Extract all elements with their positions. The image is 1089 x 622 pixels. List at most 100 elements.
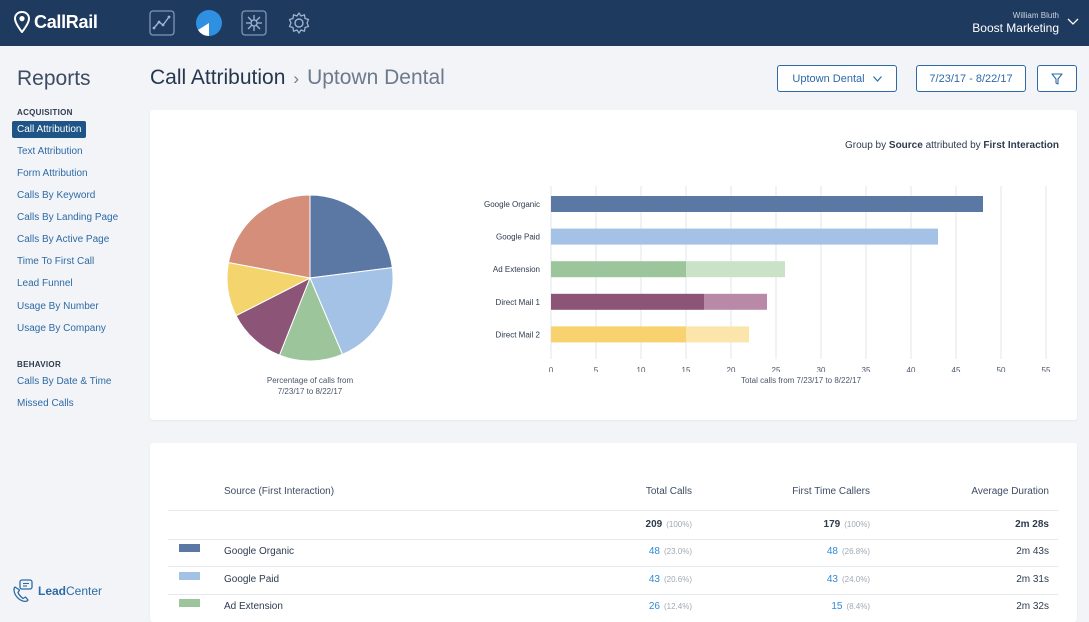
first-callers-link[interactable]: 43 [826,574,838,585]
leadcenter-label-center: Center [66,584,103,598]
total-first-callers-pct: (100%) [844,520,870,529]
company-select[interactable]: Uptown Dental [777,65,897,92]
line-chart-icon[interactable] [149,10,175,36]
total-first-callers-cell: 179 (100%) [824,519,870,530]
page-title-company: Uptown Dental [307,66,445,89]
attribution-chart-card: Group by Source attributed by First Inte… [150,110,1077,420]
total-calls-pct: (23.0%) [663,547,692,556]
sidebar-item-usage-by-number[interactable]: Usage By Number [17,301,99,312]
sidebar-section-behavior: BEHAVIOR [17,360,62,369]
x-tick-label: 25 [772,366,781,372]
bar-segment-1[interactable] [551,326,686,343]
column-header-first-time-callers[interactable]: First Time Callers [792,486,870,497]
gear-icon[interactable] [286,10,312,36]
pie-caption-line1: Percentage of calls from [266,376,354,385]
location-pin-icon [14,11,30,33]
group-by-mid: attributed by [925,140,981,151]
top-navigation-bar: CallRail William Bluth Boost Marketing [0,0,1089,46]
bar-segment-2[interactable] [686,261,785,278]
sidebar-item-calls-by-keyword[interactable]: Calls By Keyword [17,190,96,201]
group-by-field[interactable]: Source [888,140,923,151]
account-menu[interactable]: William Bluth Boost Marketing [972,11,1059,35]
total-calls-link[interactable]: 43 [648,574,660,585]
column-header-source[interactable]: Source (First Interaction) [224,486,335,497]
sidebar-item-missed-calls[interactable]: Missed Calls [17,398,74,409]
company-select-value: Uptown Dental [792,72,865,85]
first-callers-cell[interactable]: 15 (8.4%) [831,601,870,612]
sidebar-item-calls-by-date-time[interactable]: Calls By Date & Time [17,376,112,387]
bar-segment-2[interactable] [704,293,767,310]
source-name: Google Paid [224,574,280,585]
column-header-average-duration[interactable]: Average Duration [971,486,1049,497]
table-divider [168,510,1058,511]
total-calls-link[interactable]: 48 [648,546,660,557]
first-callers-pct: (24.0%) [841,575,870,584]
total-calls-pct: (20.6%) [663,575,692,584]
average-duration: 2m 43s [1016,546,1049,557]
date-range-value: 7/23/17 - 8/22/17 [929,72,1013,85]
leadcenter-label-lead: Lead [38,584,67,598]
breadcrumb-separator: › [293,69,300,88]
category-label: Direct Mail 2 [496,330,541,339]
pie-slice-3[interactable] [278,276,344,362]
average-duration: 2m 31s [1016,574,1049,585]
first-callers-link[interactable]: 15 [831,601,843,612]
reports-sidebar: Reports ACQUISITION Call Attribution Tex… [0,46,140,622]
network-icon[interactable] [241,10,267,36]
bar-chart: 0 5 10 15 20 25 30 35 40 45 50 55 Google Organic Goog… [484,186,1051,372]
sidebar-item-text-attribution[interactable]: Text Attribution [17,146,83,157]
x-tick-label: 45 [952,366,961,372]
source-name: Google Organic [224,546,295,557]
total-calls-pct: (100%) [666,520,692,529]
group-by-label: Group by Source attributed by First Inte… [845,140,1059,151]
total-calls-cell[interactable]: 26 (12.4%) [649,601,692,612]
first-callers-cell[interactable]: 43 (24.0%) [827,574,870,585]
x-tick-label: 55 [1042,366,1051,372]
bar-segment-2[interactable] [686,326,749,343]
filter-button[interactable] [1037,65,1077,92]
total-first-callers-value: 179 [823,519,841,530]
source-color-swatch [179,544,200,552]
pie-chart-icon[interactable] [195,9,223,37]
sidebar-title: Reports [17,67,91,90]
bar-segment-1[interactable] [551,196,983,212]
brand-name: CallRail [34,11,98,32]
total-calls-cell[interactable]: 48 (23.0%) [649,546,692,557]
sidebar-item-calls-by-landing-page[interactable]: Calls By Landing Page [17,212,119,223]
filter-icon [1051,72,1063,85]
bar-segment-1[interactable] [551,293,704,310]
date-range-picker[interactable]: 7/23/17 - 8/22/17 [916,65,1026,92]
leadcenter-link[interactable]: LeadCenter [12,579,102,603]
pie-slice-2[interactable] [309,267,394,356]
total-calls-cell[interactable]: 43 (20.6%) [649,574,692,585]
bar-segment-1[interactable] [551,261,686,278]
x-tick-label: 5 [594,366,599,372]
pie-slice-6[interactable] [227,194,311,279]
table-divider [168,594,1058,595]
x-tick-label: 40 [907,366,916,372]
bar-segment-1[interactable] [551,228,938,245]
sidebar-item-form-attribution[interactable]: Form Attribution [17,168,88,179]
table-divider [168,539,1058,540]
sidebar-item-calls-by-active-page[interactable]: Calls By Active Page [17,234,110,245]
chevron-down-icon[interactable] [1067,16,1079,26]
pie-slice-1[interactable] [309,194,393,279]
group-by-model[interactable]: First Interaction [983,140,1059,151]
sidebar-item-time-to-first-call[interactable]: Time To First Call [17,256,95,267]
source-name: Ad Extension [224,601,283,612]
column-header-total-calls[interactable]: Total Calls [645,486,692,497]
pie-caption-line2: 7/23/17 to 8/22/17 [277,387,343,396]
bar-chart-xlabel: Total calls from 7/23/17 to 8/22/17 [740,376,862,385]
sidebar-item-lead-funnel[interactable]: Lead Funnel [17,278,73,289]
total-average-duration: 2m 28s [1015,519,1049,530]
group-by-prefix: Group by [844,140,887,151]
sidebar-item-usage-by-company[interactable]: Usage By Company [17,323,106,334]
first-callers-link[interactable]: 48 [826,546,838,557]
first-callers-cell[interactable]: 48 (26.8%) [827,546,870,557]
total-calls-link[interactable]: 26 [648,601,660,612]
x-tick-label: 30 [817,366,826,372]
category-label: Google Organic [484,200,540,209]
sidebar-section-acquisition: ACQUISITION [17,108,73,117]
callrail-logo[interactable]: CallRail [14,11,98,33]
sidebar-item-call-attribution[interactable]: Call Attribution [12,121,87,138]
